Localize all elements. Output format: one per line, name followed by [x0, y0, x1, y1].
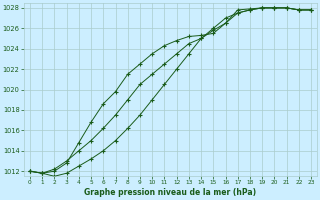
- X-axis label: Graphe pression niveau de la mer (hPa): Graphe pression niveau de la mer (hPa): [84, 188, 257, 197]
